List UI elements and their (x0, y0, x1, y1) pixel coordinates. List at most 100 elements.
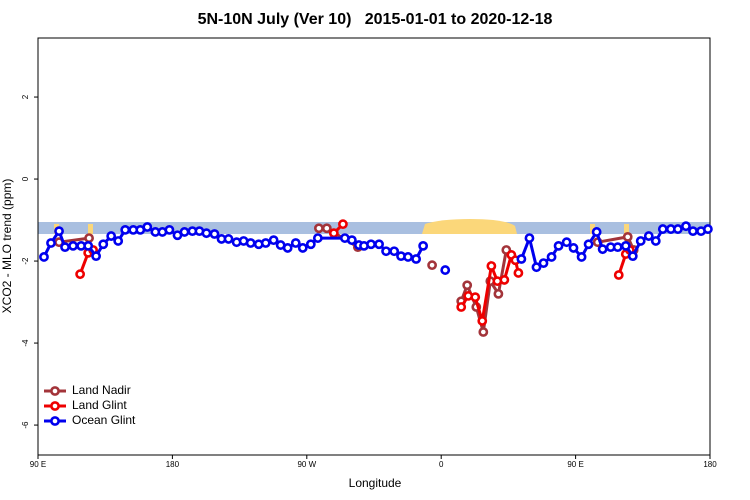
point (627, 251, 638, 262)
y-tick-label: -6 (21, 421, 30, 429)
point (297, 243, 308, 253)
point (374, 239, 384, 250)
point (328, 228, 339, 239)
plot-frame (37, 37, 711, 456)
point (622, 231, 633, 242)
point (305, 239, 316, 250)
point (411, 254, 422, 264)
point (620, 240, 631, 251)
land-band (422, 219, 517, 234)
point (613, 270, 624, 280)
point (531, 262, 542, 273)
point (321, 223, 332, 234)
land-band (590, 224, 595, 234)
point (91, 251, 101, 262)
legend-label: Land Nadir (72, 383, 131, 397)
point (612, 242, 623, 253)
y-tick-label: -2 (21, 257, 30, 265)
point (513, 268, 524, 278)
point (583, 239, 594, 250)
legend-marker (50, 401, 60, 411)
legend-label: Land Glint (72, 398, 127, 412)
point (470, 292, 481, 303)
point (456, 302, 467, 312)
point (516, 254, 527, 264)
legend-marker (50, 386, 60, 396)
point (553, 240, 564, 251)
land-band (88, 224, 93, 234)
chart-title: 5N-10N July (Ver 10) 2015-01-01 to 2020-… (198, 11, 553, 28)
point (650, 236, 661, 246)
point (106, 231, 117, 241)
point (568, 243, 579, 253)
point (75, 269, 86, 280)
series-line (58, 226, 636, 333)
point (524, 233, 535, 243)
y-tick-label: 0 (21, 176, 30, 181)
point (499, 275, 510, 285)
y-tick-label: -4 (21, 339, 30, 347)
point (113, 236, 124, 246)
point (338, 219, 348, 230)
point (260, 238, 271, 248)
point (635, 236, 646, 246)
land-band (624, 224, 629, 234)
x-tick-label: 180 (166, 460, 180, 469)
point (440, 265, 451, 275)
point (538, 258, 549, 269)
point (83, 240, 94, 251)
point (209, 229, 220, 239)
x-tick-label: 90 E (567, 460, 583, 469)
point (60, 242, 70, 253)
point (597, 244, 608, 255)
point (201, 228, 212, 239)
point (576, 252, 587, 262)
point (418, 240, 429, 251)
point (366, 239, 376, 250)
point (389, 246, 400, 257)
point (688, 226, 698, 237)
point (381, 246, 391, 257)
point (672, 224, 683, 234)
point (68, 240, 78, 251)
x-tick-label: 90 E (30, 460, 46, 469)
x-axis-label: Longitude (349, 476, 402, 490)
point (462, 280, 473, 291)
legend-label: Ocean Glint (72, 413, 136, 427)
y-tick-label: 2 (21, 94, 30, 99)
point (54, 226, 64, 237)
point (84, 233, 94, 243)
point (703, 224, 713, 234)
point (223, 234, 234, 244)
point (561, 237, 572, 248)
point (179, 227, 190, 237)
point (591, 227, 602, 237)
point (346, 235, 357, 246)
point (46, 238, 56, 248)
legend-marker (50, 416, 60, 426)
point (282, 243, 293, 253)
point (657, 224, 668, 234)
point (313, 223, 324, 234)
point (98, 239, 109, 250)
point (643, 231, 654, 241)
x-tick-label: 180 (703, 460, 717, 469)
point (164, 224, 175, 235)
point (546, 252, 557, 262)
point (477, 316, 488, 326)
point (493, 288, 504, 299)
point (478, 327, 489, 337)
x-tick-label: 0 (439, 460, 444, 469)
point (142, 222, 153, 232)
x-tick-label: 90 W (297, 460, 316, 469)
y-axis-label: XCO2 - MLO trend (ppm) (0, 179, 14, 314)
point (312, 233, 323, 243)
point (268, 235, 279, 246)
point (245, 238, 256, 248)
point (681, 221, 691, 232)
point (290, 238, 301, 248)
point (486, 261, 497, 271)
point (39, 252, 49, 262)
point (427, 260, 437, 271)
